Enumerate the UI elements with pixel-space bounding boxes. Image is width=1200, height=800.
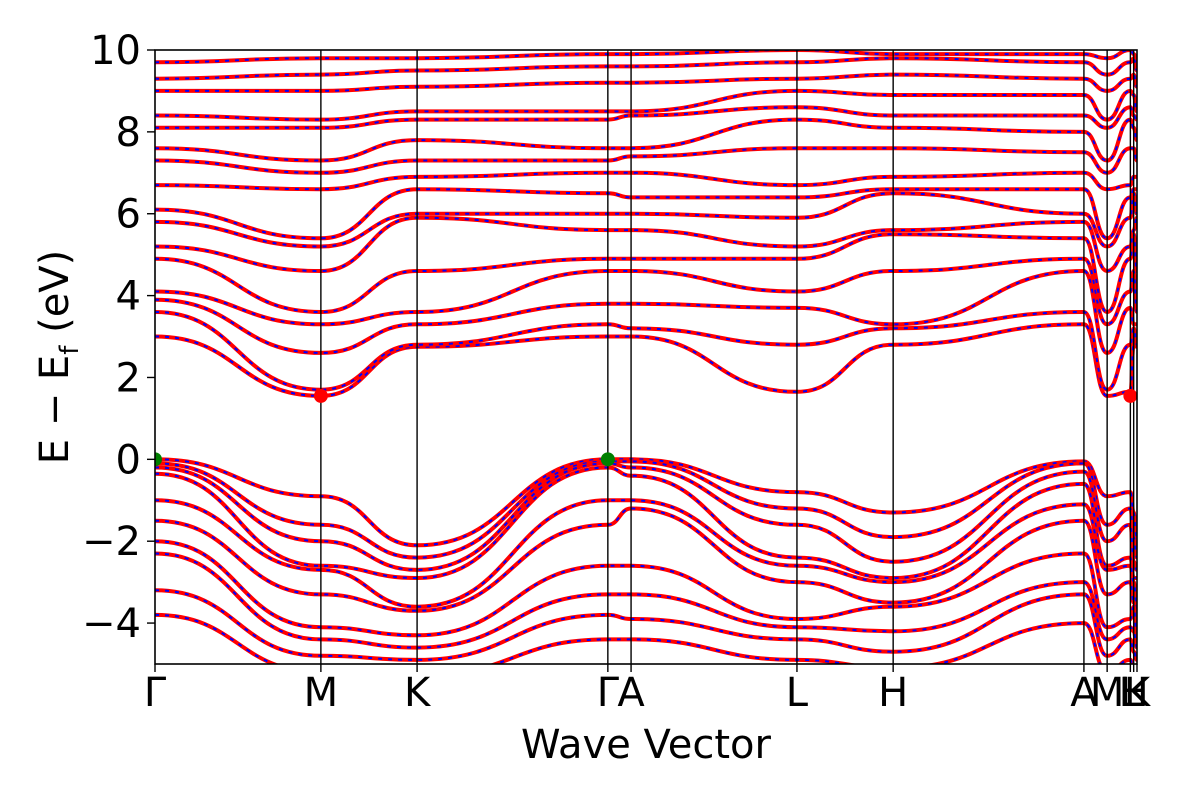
y-tick-label: −2 (82, 519, 141, 565)
band-line-overlay (155, 147, 1137, 174)
x-axis-title: Wave Vector (521, 722, 772, 768)
band-line-overlay (155, 257, 1137, 326)
high-symmetry-lines (320, 50, 1135, 664)
cbm-marker (313, 388, 328, 403)
x-tick-label: A (1070, 670, 1098, 716)
band-line-overlay (155, 552, 1137, 649)
vbm-marker (155, 452, 162, 467)
band-line-overlay (155, 462, 1137, 571)
cbm-marker (1123, 388, 1137, 403)
y-tick-label: 2 (116, 355, 141, 401)
x-tick-label: L (1119, 670, 1142, 716)
band-line-overlay (155, 233, 1137, 314)
extrema-markers (155, 388, 1137, 467)
x-tick-label: H (878, 670, 908, 716)
y-axis: −4 −2 0 2 4 6 8 10 (82, 28, 155, 647)
x-tick-label: L (786, 670, 809, 716)
x-tick-label: Γ (597, 670, 620, 716)
y-axis-title-main: E − E (32, 355, 78, 465)
plot-frame (154, 49, 1138, 665)
band-line-overlay (155, 216, 1137, 273)
band-line-overlay (155, 89, 1137, 121)
y-tick-label: −4 (82, 601, 141, 647)
y-axis-title-unit: (eV) (32, 250, 78, 346)
y-tick-label: 10 (90, 28, 141, 74)
band-line-overlay (155, 499, 1137, 608)
band-line-overlay (155, 323, 1137, 397)
y-tick-label: 6 (116, 192, 141, 238)
y-tick-label: 4 (116, 274, 141, 320)
band-line-overlay (155, 118, 1137, 162)
x-tick-label: Γ (144, 670, 167, 716)
band-line-overlay (155, 540, 1137, 637)
band-line-overlay (155, 589, 1137, 661)
band-lines (155, 50, 1137, 664)
y-tick-label: 0 (116, 437, 141, 483)
y-axis-title: E − Ef (eV) (32, 250, 85, 465)
x-tick-label: A (617, 670, 645, 716)
x-tick-label: K (1124, 670, 1152, 716)
band-line (155, 465, 1137, 581)
x-tick-label: K (404, 670, 432, 716)
y-axis-title-sub: f (55, 345, 85, 355)
band-line-overlay (155, 507, 1137, 612)
band-line (155, 459, 1137, 560)
x-tick-label: M (1090, 670, 1125, 716)
x-tick-label: M (304, 670, 339, 716)
band-line (155, 457, 1137, 548)
vbm-marker (600, 452, 615, 467)
y-tick-label: 8 (116, 110, 141, 156)
band-line (155, 170, 1137, 192)
x-tick-label: H (1119, 670, 1149, 716)
